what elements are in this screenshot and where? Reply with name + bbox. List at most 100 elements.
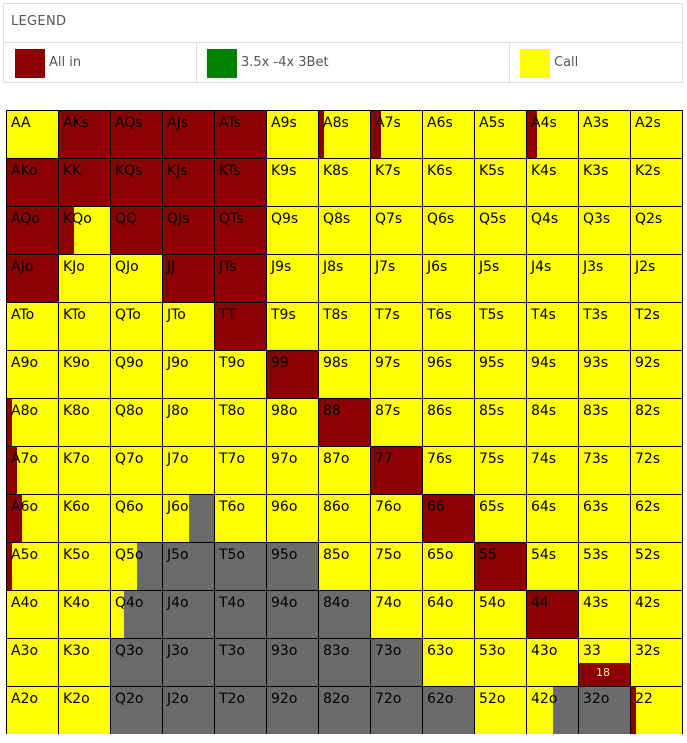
call-segment: [371, 207, 422, 254]
hand-label: 53o: [479, 643, 506, 659]
hand-cell-J5s: J5s: [475, 255, 526, 302]
legend-swatch-3bet: [207, 49, 237, 78]
hand-label: JJ: [167, 259, 176, 275]
call-segment: [59, 687, 110, 734]
hand-cell-JJ: JJ: [163, 255, 214, 302]
hand-cell-T4s: T4s: [527, 303, 578, 350]
hand-cell-Q7o: Q7o: [111, 447, 162, 494]
call-segment: [163, 303, 214, 350]
hand-cell-A7o: A7o: [7, 447, 58, 494]
hand-label: AQo: [11, 211, 40, 227]
call-segment: [371, 399, 422, 446]
hand-label: A6s: [427, 115, 453, 131]
hand-cell-42s: 42s: [631, 591, 682, 638]
hand-cell-53o: 53o: [475, 639, 526, 686]
hand-cell-K5o: K5o: [59, 543, 110, 590]
hand-label: TT: [219, 307, 236, 323]
hand-label: A4o: [11, 595, 39, 611]
call-segment: [7, 687, 58, 734]
hand-cell-T5s: T5s: [475, 303, 526, 350]
call-segment: [371, 591, 422, 638]
hand-cell-K3o: K3o: [59, 639, 110, 686]
hand-label: K8s: [323, 163, 349, 179]
hand-cell-QJs: QJs: [163, 207, 214, 254]
hand-label: KQo: [63, 211, 92, 227]
hand-label: K6o: [63, 499, 90, 515]
call-segment: [111, 447, 162, 494]
hand-cell-KJs: KJs: [163, 159, 214, 206]
hand-label: Q4o: [115, 595, 144, 611]
hand-cell-A9s: A9s: [267, 111, 318, 158]
hand-label: AJs: [167, 115, 188, 131]
hand-cell-86s: 86s: [423, 399, 474, 446]
hand-label: 88: [323, 403, 341, 419]
hand-cell-95s: 95s: [475, 351, 526, 398]
hand-label: J5o: [167, 547, 189, 563]
hand-cell-T6o: T6o: [215, 495, 266, 542]
hand-cell-76s: 76s: [423, 447, 474, 494]
hand-cell-94s: 94s: [527, 351, 578, 398]
hand-label: T7o: [219, 451, 246, 467]
hand-cell-98s: 98s: [319, 351, 370, 398]
call-segment: [215, 447, 266, 494]
hand-label: 83s: [583, 403, 609, 419]
hand-cell-J2o: J2o: [163, 687, 214, 734]
call-segment: [12, 543, 58, 590]
call-segment: [475, 399, 526, 446]
hand-cell-AJo: AJo: [7, 255, 58, 302]
call-segment: [423, 543, 474, 590]
hand-label: AJo: [11, 259, 34, 275]
call-segment: [423, 159, 474, 206]
hand-label: J4o: [167, 595, 189, 611]
hand-cell-93s: 93s: [579, 351, 630, 398]
hand-label: T8o: [219, 403, 246, 419]
allin-segment: [371, 111, 381, 158]
call-segment: [423, 207, 474, 254]
call-segment: [423, 639, 474, 686]
hand-label: 52s: [635, 547, 661, 563]
allin-segment: [319, 111, 324, 158]
call-segment: [527, 495, 578, 542]
call-segment: [527, 447, 578, 494]
hand-label: T9o: [219, 355, 246, 371]
hand-label: 76s: [427, 451, 453, 467]
call-segment: [423, 447, 474, 494]
call-segment: [59, 495, 110, 542]
hand-cell-A2o: A2o: [7, 687, 58, 734]
hand-cell-Q5o: Q5o: [111, 543, 162, 590]
call-segment: [111, 255, 162, 302]
allin-segment: [7, 159, 58, 206]
hand-label: ATo: [11, 307, 35, 323]
hand-label: 64s: [531, 499, 557, 515]
hand-label: T4o: [219, 595, 246, 611]
hand-cell-74s: 74s: [527, 447, 578, 494]
hand-label: KK: [63, 163, 82, 179]
hand-label: 96o: [271, 499, 298, 515]
hand-label: 82s: [635, 403, 661, 419]
hand-label: 84s: [531, 403, 557, 419]
hand-cell-T3s: T3s: [579, 303, 630, 350]
hand-cell-J6o: J6o: [163, 495, 214, 542]
hand-label: A3o: [11, 643, 39, 659]
hand-label: T5o: [219, 547, 246, 563]
hand-label: 87o: [323, 451, 350, 467]
hand-cell-72o: 72o: [371, 687, 422, 734]
hand-label: J6o: [167, 499, 189, 515]
call-segment: [475, 303, 526, 350]
hand-label: 98o: [271, 403, 298, 419]
hand-label: T7s: [375, 307, 400, 323]
call-segment: [7, 303, 58, 350]
hand-label: J2s: [635, 259, 656, 275]
call-segment: [371, 255, 422, 302]
hand-label: J7o: [167, 451, 189, 467]
hand-cell-92o: 92o: [267, 687, 318, 734]
hand-label: 96s: [427, 355, 453, 371]
hand-label: A5s: [479, 115, 505, 131]
call-segment: [527, 159, 578, 206]
allin-segment: [215, 207, 266, 254]
hand-label: 64o: [427, 595, 454, 611]
hand-label: J8s: [323, 259, 344, 275]
hand-label: K4s: [531, 163, 557, 179]
hand-label: T8s: [323, 307, 348, 323]
hand-label: 66: [427, 499, 445, 515]
